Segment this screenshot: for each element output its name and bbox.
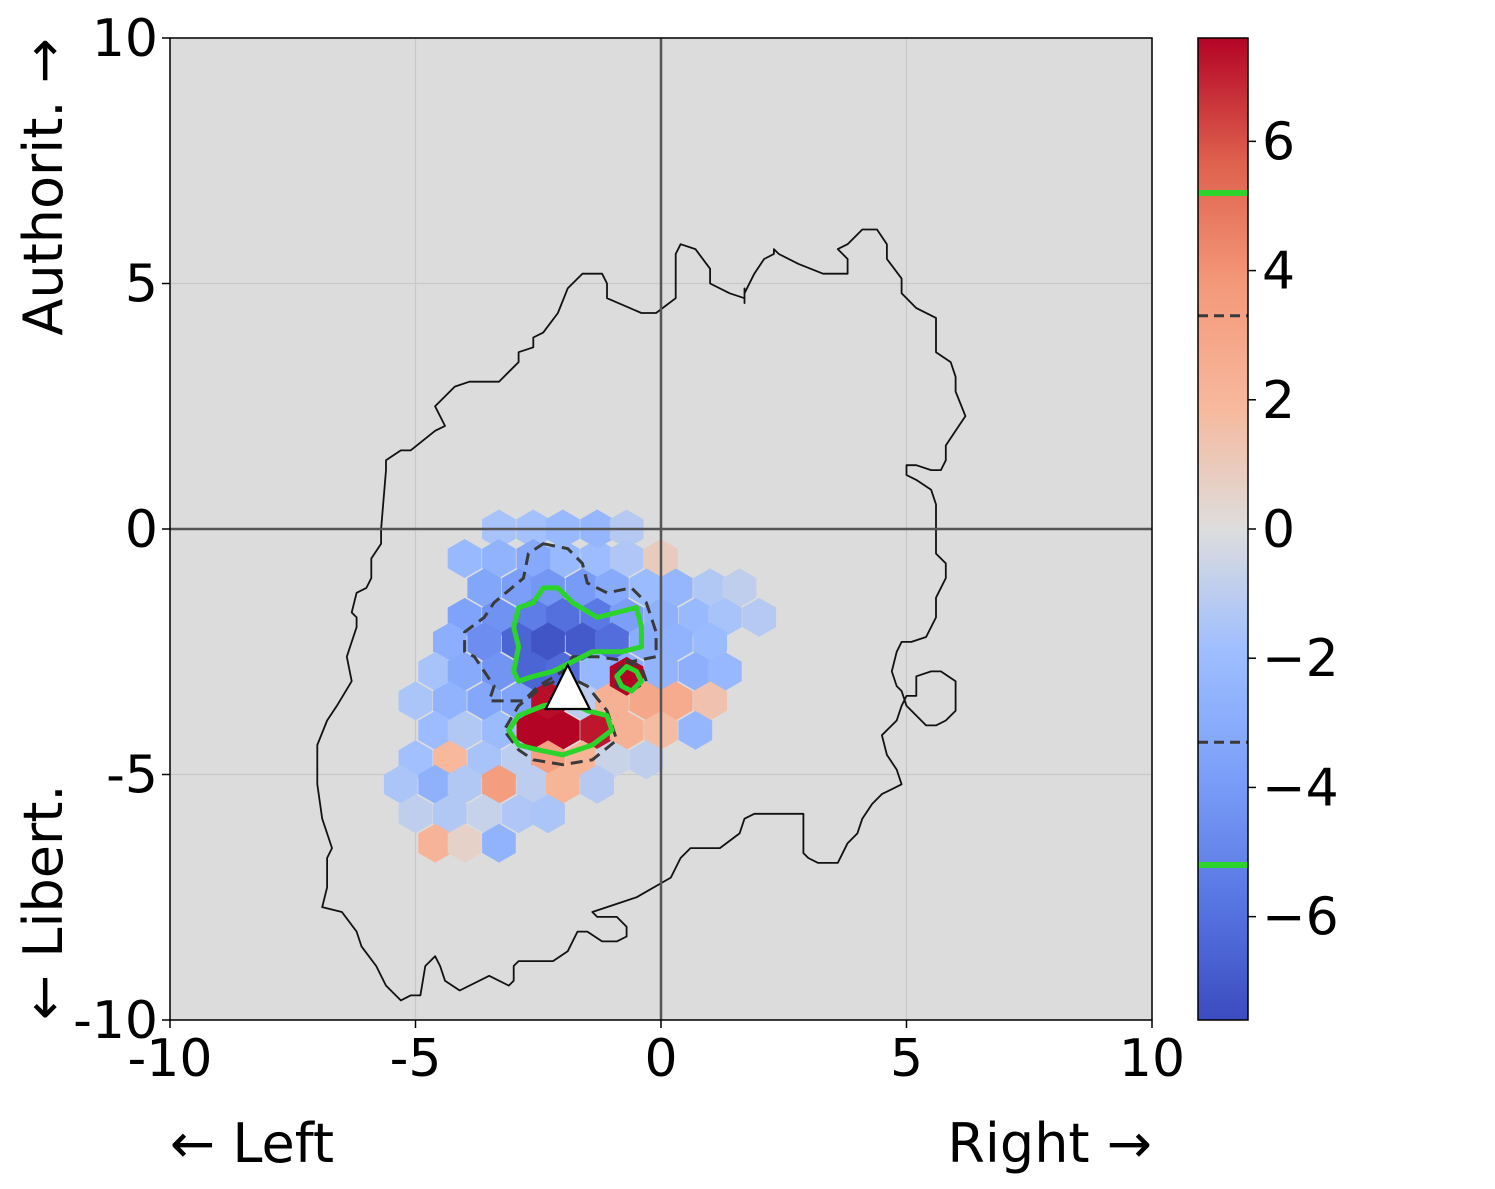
colorbar-contour-levels [1198,190,1248,868]
y-tick-label: 10 [92,9,158,69]
hex-cell [447,823,482,863]
x-tick-label: -10 [128,1029,213,1089]
zero-crosshair [170,38,1152,1020]
colorbar-tick-label: 6 [1262,112,1295,172]
x-tick-label: 5 [890,1029,923,1089]
y-tick-label: -5 [106,746,158,806]
contour-green [614,664,644,694]
contour-dashed [463,542,658,703]
colorbar-tick-label: 0 [1262,500,1295,560]
hex-cell [398,794,433,834]
hex-cell [742,597,777,637]
position-marker [543,662,592,711]
x-tick-label: -5 [390,1029,442,1089]
contour-green [511,585,644,684]
colorbar-tick-label: −6 [1262,888,1339,948]
hex-cell [447,539,482,578]
outline-contour [316,228,967,1002]
colorbar-tick-label: 2 [1262,371,1295,431]
y-tick-label: 0 [125,500,158,560]
x-tick-label: 0 [644,1029,677,1089]
hex-cell [482,823,516,863]
x-label-left: ← Left [170,1112,334,1175]
hex-cell [580,764,614,804]
outline-path [316,228,967,1002]
y-tick-label: 5 [125,255,158,315]
colorbar-ticks: 6 4 2 0 −2 −4 −6 [1248,112,1339,948]
x-label-right: Right → [947,1112,1152,1175]
triangle-marker [543,662,592,711]
plot-area [169,37,1153,1021]
y-label-top: Authorit. → [12,38,75,336]
y-axis-ticks: -10 -5 0 5 10 [73,9,170,1051]
y-label-bottom: ← Libert. [12,784,75,1020]
hex-cell [398,681,433,721]
y-tick-label: -10 [73,991,158,1051]
x-tick-label: 10 [1119,1029,1185,1089]
colorbar-tick-label: 4 [1262,242,1295,302]
hex-cell [531,794,565,834]
contour-dashed [502,674,619,767]
hex-cell [629,740,664,780]
colorbar-tick-label: −4 [1262,758,1339,818]
colorbar: 6 4 2 0 −2 −4 −6 [1197,37,1339,1021]
colorbar-tick-label: −2 [1262,629,1339,689]
x-axis-ticks: -10 -5 0 5 10 [128,1020,1185,1089]
colorbar-gradient [1198,38,1248,1020]
hex-cell [678,710,713,750]
